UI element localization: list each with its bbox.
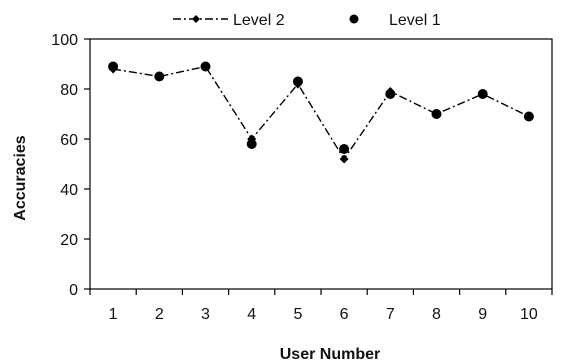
y-axis-title: Accuracies: [12, 135, 29, 220]
legend-level-2-label: Level 2: [233, 12, 285, 29]
series-level-1-point: [246, 139, 257, 149]
x-tick-label: 6: [340, 306, 349, 323]
series-level-1-point: [477, 89, 488, 99]
x-axis-title: User Number: [280, 346, 380, 363]
series-level-1-point: [154, 71, 165, 82]
series-level-1-point: [339, 144, 350, 154]
x-tick-label: 4: [247, 306, 256, 323]
x-axis: 1 2 3 4 5 6 7 8 9 10: [89, 289, 553, 323]
y-tick-label: 0: [69, 282, 78, 299]
x-tick-label: 3: [201, 306, 210, 323]
series-level-1: [108, 61, 534, 154]
x-tick-label: 7: [386, 306, 395, 323]
legend-level-2-diamond-icon: [192, 15, 200, 23]
legend-item-level-1: Level 1: [349, 12, 441, 29]
y-tick-label: 20: [60, 232, 78, 249]
series-level-2-point: [339, 154, 349, 164]
legend: Level 2 Level 1: [173, 12, 441, 29]
x-tick-label: 8: [432, 306, 441, 323]
x-tick-label: 1: [109, 306, 118, 323]
x-tick-label: 2: [155, 306, 164, 323]
y-tick-label: 80: [60, 82, 78, 99]
x-tick-label: 5: [293, 306, 302, 323]
series-level-1-point: [431, 109, 442, 119]
series-level-1-point: [108, 61, 119, 72]
y-axis: 0 20 40 60 80 100: [51, 32, 90, 299]
y-tick-label: 100: [51, 32, 78, 49]
series-level-1-point: [292, 76, 303, 87]
y-tick-label: 60: [60, 132, 78, 149]
legend-item-level-2: Level 2: [173, 12, 285, 29]
series-level-1-point: [385, 89, 396, 99]
x-tick-label: 9: [478, 306, 487, 323]
series-level-1-point: [523, 111, 534, 122]
series-level-1-point: [200, 61, 211, 72]
legend-level-1-label: Level 1: [389, 12, 441, 29]
legend-level-1-circle-icon: [349, 14, 359, 24]
y-tick-label: 40: [60, 182, 78, 199]
series-level-2: [108, 62, 534, 164]
series-level-2-line: [112, 65, 530, 161]
x-tick-label: 10: [520, 306, 538, 323]
